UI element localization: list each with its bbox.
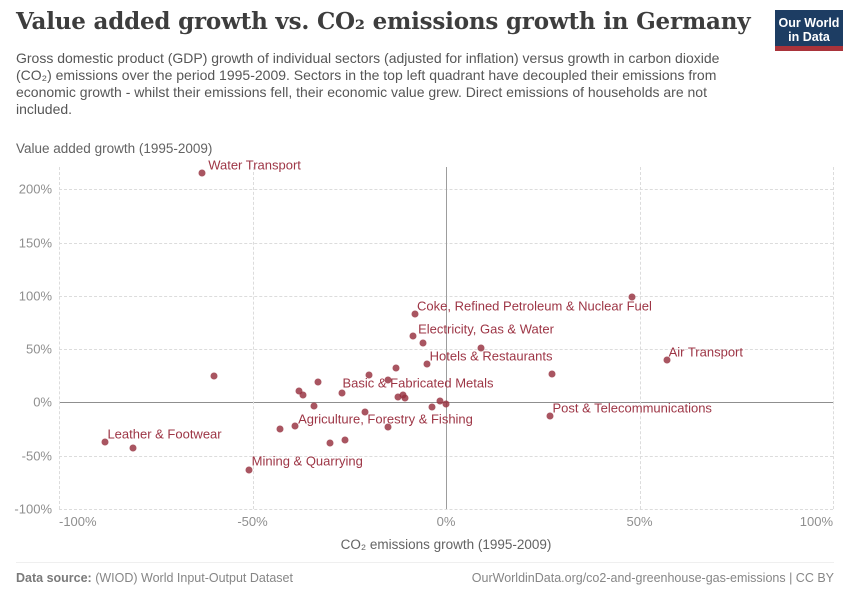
data-point[interactable] xyxy=(365,371,373,379)
gridline-y--100 xyxy=(59,509,833,510)
data-point[interactable] xyxy=(338,389,345,397)
data-point[interactable] xyxy=(428,403,436,411)
sector-label: Air Transport xyxy=(668,344,743,360)
gridline-x-100 xyxy=(833,167,834,509)
data-point[interactable] xyxy=(442,400,450,408)
x-tick-label--50: -50% xyxy=(237,514,268,529)
sector-label: Post & Telecommunications xyxy=(552,400,712,416)
sector-label: Agriculture, Forestry & Fishing xyxy=(298,411,473,427)
owid-logo[interactable]: Our World in Data xyxy=(775,10,843,51)
data-point[interactable] xyxy=(245,466,253,474)
data-point[interactable] xyxy=(101,438,109,446)
sector-label: Water Transport xyxy=(208,157,301,173)
data-point[interactable] xyxy=(210,372,218,380)
sector-label: Hotels & Restaurants xyxy=(429,348,553,364)
y-tick-label--50: -50% xyxy=(21,448,52,464)
y-axis-labels: 200% 150% 100% 50% 0% -50% -100% xyxy=(0,167,52,517)
x-tick-label-100: 100% xyxy=(799,514,833,529)
sector-label: Coke, Refined Petroleum & Nuclear Fuel xyxy=(417,298,652,314)
data-point[interactable] xyxy=(409,332,417,340)
x-axis-title: CO₂ emissions growth (1995-2009) xyxy=(340,537,552,552)
credit-link[interactable]: OurWorldinData.org/co2-and-greenhouse-ga… xyxy=(471,571,834,585)
chart-title: Value added growth vs. CO₂ emissions gro… xyxy=(16,8,751,35)
y-tick-label-50: 50% xyxy=(25,341,52,357)
data-point[interactable] xyxy=(295,387,303,395)
chart-subtitle: Gross domestic product (GDP) growth of i… xyxy=(16,50,720,117)
data-point[interactable] xyxy=(361,408,369,416)
data-point[interactable] xyxy=(423,360,431,368)
y-axis-title: Value added growth (1995-2009) xyxy=(16,141,213,156)
x-tick-label-50: 50% xyxy=(626,514,653,529)
y-tick-label-200: 200% xyxy=(18,181,52,197)
owid-logo-accent xyxy=(775,46,843,51)
data-point[interactable] xyxy=(310,402,318,410)
y-tick-label--100: -100% xyxy=(14,501,52,517)
data-point[interactable] xyxy=(628,293,636,301)
data-point[interactable] xyxy=(314,378,322,386)
x-tick-label-0: 0% xyxy=(436,514,456,529)
data-point[interactable] xyxy=(129,444,137,452)
data-point[interactable] xyxy=(546,412,554,420)
x-axis-labels: -100% -50% 0% 50% 100% xyxy=(59,514,833,529)
data-source: Data source: (WIOD) World Input-Output D… xyxy=(16,571,293,585)
data-point[interactable] xyxy=(326,439,334,447)
x-tick-label--100: -100% xyxy=(59,514,97,529)
data-point[interactable] xyxy=(411,310,419,318)
y-tick-label-150: 150% xyxy=(18,235,52,251)
gridline-x--50 xyxy=(252,167,254,509)
data-point[interactable] xyxy=(394,393,402,401)
data-source-label: Data source: xyxy=(16,571,92,585)
owid-logo-line1: Our World xyxy=(778,16,840,30)
data-point[interactable] xyxy=(341,436,349,444)
sector-label: Mining & Quarrying xyxy=(251,453,363,469)
data-source-value: (WIOD) World Input-Output Dataset xyxy=(91,571,293,585)
data-point[interactable] xyxy=(291,422,299,430)
data-point[interactable] xyxy=(401,394,409,402)
data-point[interactable] xyxy=(392,364,400,372)
sector-label: Leather & Footwear xyxy=(107,426,222,442)
data-point[interactable] xyxy=(198,169,206,177)
data-point[interactable] xyxy=(436,397,444,405)
data-point[interactable] xyxy=(384,423,392,431)
gridline-x-50 xyxy=(639,167,641,509)
chart-footer: Data source: (WIOD) World Input-Output D… xyxy=(16,562,834,585)
data-point[interactable] xyxy=(477,344,485,352)
owid-logo-line2: in Data xyxy=(788,30,830,44)
plot-area: Water Transport Leather & Footwear Mining … xyxy=(59,158,834,510)
y-tick-label-0: 0% xyxy=(33,394,52,410)
zero-gridline-x xyxy=(446,167,447,509)
data-point[interactable] xyxy=(419,339,427,347)
data-point[interactable] xyxy=(384,376,392,384)
data-point[interactable] xyxy=(663,356,671,364)
data-point[interactable] xyxy=(548,370,556,378)
sector-label: Electricity, Gas & Water xyxy=(418,321,554,337)
data-point[interactable] xyxy=(276,425,284,433)
y-tick-label-100: 100% xyxy=(18,288,52,304)
sector-label: Basic & Fabricated Metals xyxy=(342,375,494,391)
gridline-x--100 xyxy=(59,167,60,509)
data-point[interactable] xyxy=(299,391,307,399)
